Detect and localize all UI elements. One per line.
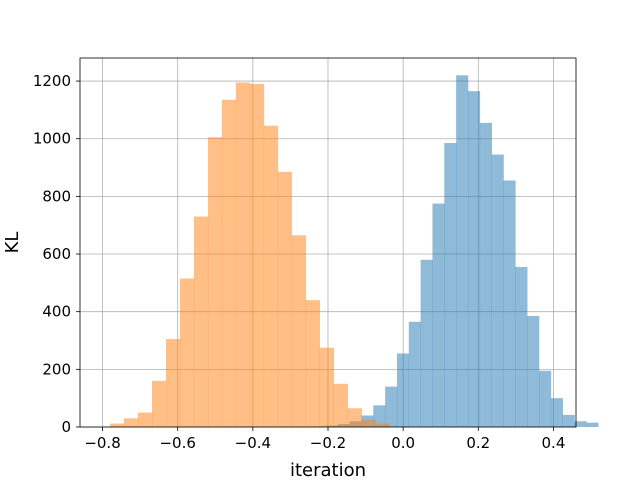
y-axis-label: KL [2,232,23,254]
x-tick-label: 0.4 [542,434,566,452]
histogram-bar-series-1 [408,321,421,427]
histogram-bar-series-2 [361,419,376,427]
histogram-bar-series-1 [444,143,457,427]
histogram-bar-series-1 [515,267,528,427]
y-tick-label: 400 [42,303,71,321]
x-axis-label: iteration [290,460,366,480]
histogram-bar-series-1 [586,422,599,427]
histogram-bar-series-1 [527,316,540,427]
x-tick-label: −0.2 [310,434,346,452]
y-tick-label: 1200 [33,72,71,90]
histogram-bar-series-1 [503,180,516,427]
histogram-bar-series-1 [373,405,386,427]
x-tick-label: −0.6 [159,434,195,452]
histogram-bar-series-2 [179,278,195,427]
histogram-bar-series-1 [562,414,575,427]
histogram-bar-series-1 [420,259,433,427]
histogram-bar-series-2 [375,423,390,427]
histogram-bar-series-1 [456,75,469,427]
histogram-bar-series-2 [138,412,153,427]
y-tick-label: 800 [42,187,71,205]
histogram-bar-series-1 [385,386,398,427]
histogram-bar-series-2 [305,300,321,427]
histogram-bar-series-2 [277,171,293,427]
histogram-bar-series-2 [110,423,125,427]
histogram-bar-series-2 [165,339,181,427]
histogram-bar-series-2 [249,83,265,427]
x-tick-label: 0.2 [466,434,490,452]
y-tick-label: 600 [42,245,71,263]
histogram-bar-series-2 [221,99,237,427]
x-tick-label: −0.8 [84,434,120,452]
histogram-bar-series-2 [291,235,307,427]
histogram-bar-series-1 [574,421,587,427]
histogram-bar-series-2 [235,82,251,427]
histogram-bar-series-1 [538,370,552,427]
histogram-bar-series-2 [151,380,167,427]
histogram-bar-series-2 [124,418,139,427]
y-tick-label: 0 [61,418,71,436]
histogram-bar-series-2 [319,347,335,427]
histogram-bars [110,75,599,427]
x-axis-ticks: −0.8 −0.6 −0.4 −0.2 0.0 0.2 0.4 [84,427,565,452]
histogram-bar-series-2 [207,137,223,427]
y-tick-label: 1000 [33,130,71,148]
histogram-bar-series-2 [263,125,279,427]
x-tick-label: 0.0 [391,434,415,452]
histogram-bar-series-1 [491,154,504,427]
y-tick-label: 200 [42,360,71,378]
x-tick-label: −0.4 [235,434,271,452]
histogram-bar-series-1 [396,353,410,427]
histogram-bar-series-1 [432,203,445,427]
histogram-bar-series-2 [347,408,362,427]
histogram-bar-series-1 [550,398,563,427]
histogram-bar-series-2 [193,216,209,427]
histogram-bar-series-1 [479,122,492,427]
histogram-bar-series-1 [467,91,481,427]
y-axis-ticks: 0 200 400 600 800 1000 1200 [33,72,80,436]
histogram-bar-series-2 [333,383,348,427]
